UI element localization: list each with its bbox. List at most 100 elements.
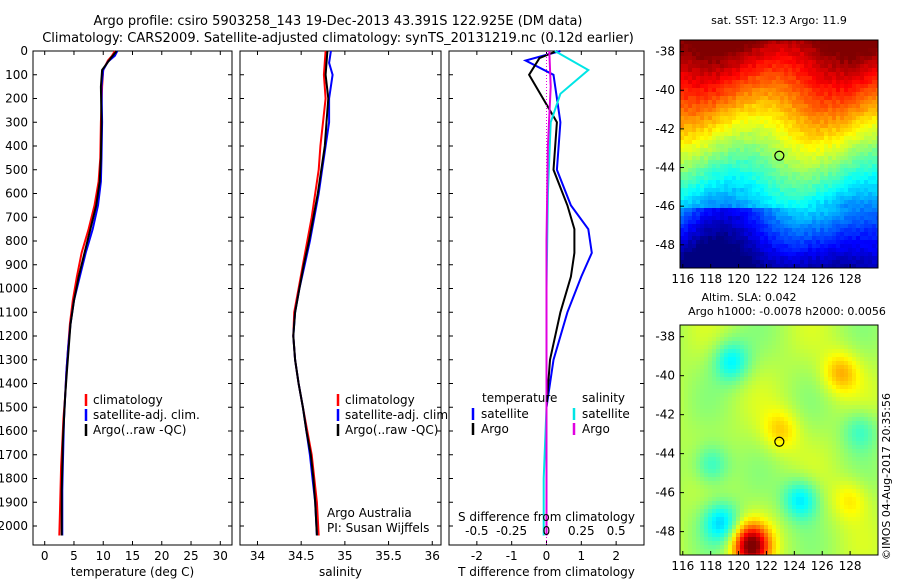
x-top-tick-label: 0 (543, 524, 551, 538)
legend-label: Argo (481, 422, 509, 436)
x-tick-label: 126 (811, 559, 834, 573)
x-tick-label: 1 (578, 549, 586, 563)
y-tick-label: -40 (655, 83, 675, 97)
legend-label: climatology (93, 393, 163, 407)
x-tick-label: -1 (506, 549, 518, 563)
x-tick-label: 34 (250, 549, 265, 563)
x-top-tick-label: 0.5 (607, 524, 626, 538)
y-tick-label: 200 (5, 92, 28, 106)
x-tick-label: 124 (783, 272, 806, 286)
legend-title: temperature (482, 391, 557, 405)
y-tick-label: 1700 (0, 448, 28, 462)
map-title: Altim. SLA: 0.042 (701, 291, 796, 304)
y-tick-label: -46 (655, 486, 675, 500)
map-frame (679, 39, 879, 269)
series-line (527, 50, 576, 536)
x-tick-label: 120 (727, 559, 750, 573)
map-frame (679, 324, 879, 556)
panel-salinity: 34 34.5 35 35.5 36 salinity climatologysatelli… (239, 50, 452, 579)
y-tick-label: 300 (5, 115, 28, 129)
y-tick-label: 1900 (0, 495, 28, 509)
map-subtitle: Argo h1000: -0.0078 h2000: 0.0056 (688, 305, 886, 318)
x-top-axis-label: S difference from climatology (458, 510, 635, 524)
y-tick-label: -44 (655, 447, 675, 461)
x-tick-label: 0 (41, 549, 49, 563)
x-tick-label: 30 (213, 549, 228, 563)
x-tick-label: 36 (425, 549, 440, 563)
argo-position-marker (774, 436, 785, 447)
y-tick-label: -42 (655, 408, 675, 422)
panel-difference: -2 -1 0 1 2 T difference from climatology -0.5… (448, 50, 645, 579)
y-tick-label: 400 (5, 139, 28, 153)
x-tick-label: 128 (839, 272, 862, 286)
argo-position-marker (774, 150, 785, 161)
x-tick-label: 120 (727, 272, 750, 286)
legend-label: satellite (582, 407, 630, 421)
y-tick-label: -42 (655, 122, 675, 136)
map-cells (680, 40, 878, 268)
legend-label: climatology (345, 393, 415, 407)
x-top-tick-label: -0.25 (496, 524, 527, 538)
x-tick-label: 116 (671, 559, 694, 573)
x-tick-label: 5 (70, 549, 78, 563)
map-sla_map: 116 118 120 122 124 126 128 -38 -40 -42 -44 -46 -48 (655, 324, 879, 573)
x-tick-label: 128 (839, 559, 862, 573)
x-tick-label: 122 (755, 272, 778, 286)
y-tick-label: -46 (655, 199, 675, 213)
y-tick-label: 1600 (0, 424, 28, 438)
y-tick-label: 1000 (0, 282, 28, 296)
y-tick-label: -38 (655, 330, 675, 344)
annotation-line: PI: Susan Wijffels (327, 521, 429, 535)
y-tick-label: 1400 (0, 377, 28, 391)
y-tick-label: 2000 (0, 519, 28, 533)
y-tick-label: -44 (655, 161, 675, 175)
legend-label: Argo (582, 422, 610, 436)
y-tick-label: -40 (655, 369, 675, 383)
map-title: sat. SST: 12.3 Argo: 11.9 (711, 14, 847, 27)
x-axis-label: temperature (deg C) (71, 565, 194, 579)
x-tick-label: 35.5 (375, 549, 402, 563)
y-tick-label: -48 (655, 525, 675, 539)
y-tick-label: -48 (655, 238, 675, 252)
y-tick-label: 1800 (0, 472, 28, 486)
x-tick-label: 124 (783, 559, 806, 573)
x-tick-label: 20 (154, 549, 169, 563)
panel-frame (239, 50, 442, 546)
y-tick-label: 800 (5, 234, 28, 248)
legend-label: Argo(..raw -QC) (345, 423, 438, 437)
x-top-tick-label: -0.5 (465, 524, 488, 538)
y-tick-label: 1300 (0, 353, 28, 367)
x-tick-label: 35 (337, 549, 352, 563)
legend-label: satellite (481, 407, 529, 421)
y-tick-label: 700 (5, 210, 28, 224)
x-tick-label: 122 (755, 559, 778, 573)
annotation-line: Argo Australia (327, 506, 412, 520)
x-tick-label: 2 (612, 549, 620, 563)
map-cells (680, 325, 878, 555)
y-tick-label: -38 (655, 45, 675, 59)
figure-title-line1: Argo profile: csiro 5903258_143 19-Dec-2… (93, 14, 583, 29)
panel-temperature: 0100200300400500600700800900100011001200… (0, 44, 233, 579)
x-tick-label: 15 (125, 549, 140, 563)
x-tick-label: 25 (183, 549, 198, 563)
series-line (522, 50, 593, 536)
y-tick-label: 900 (5, 258, 28, 272)
y-tick-label: 0 (20, 44, 28, 58)
x-tick-label: 118 (699, 559, 722, 573)
x-tick-label: 0 (543, 549, 551, 563)
map-sst_map: 116 118 120 122 124 126 128 -38 -40 -42 -44 -46 -48 (655, 39, 879, 286)
figure-title-line2: Climatology: CARS2009. Satellite-adjuste… (42, 31, 634, 46)
legend-label: Argo(..raw -QC) (93, 423, 186, 437)
x-axis-label: salinity (319, 565, 362, 579)
x-top-tick-label: 0.25 (568, 524, 595, 538)
y-tick-label: 1500 (0, 400, 28, 414)
x-tick-label: 118 (699, 272, 722, 286)
y-tick-label: 100 (5, 68, 28, 82)
y-tick-label: 1100 (0, 305, 28, 319)
legend-label: satellite-adj. clim. (93, 408, 200, 422)
x-tick-label: 126 (811, 272, 834, 286)
x-tick-label: 34.5 (288, 549, 315, 563)
series-line (60, 50, 118, 536)
legend-title: salinity (582, 391, 625, 405)
